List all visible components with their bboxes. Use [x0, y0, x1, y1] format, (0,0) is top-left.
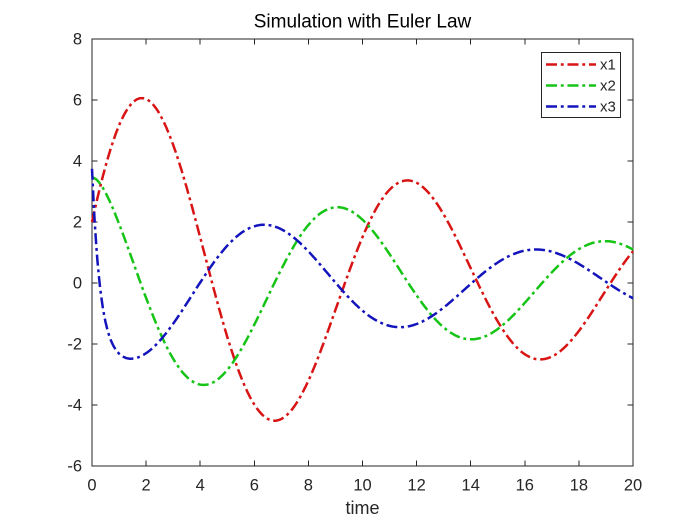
svg-text:time: time — [345, 498, 379, 518]
svg-text:2: 2 — [73, 214, 82, 232]
svg-text:x3: x3 — [600, 99, 616, 116]
svg-text:0: 0 — [73, 275, 82, 293]
svg-text:6: 6 — [73, 92, 82, 110]
svg-text:20: 20 — [624, 477, 642, 495]
svg-text:0: 0 — [87, 477, 96, 495]
svg-text:-6: -6 — [67, 458, 82, 476]
svg-text:8: 8 — [73, 31, 82, 49]
svg-text:6: 6 — [250, 477, 259, 495]
svg-text:x1: x1 — [600, 57, 616, 74]
svg-text:4: 4 — [73, 153, 82, 171]
svg-text:16: 16 — [516, 477, 534, 495]
svg-text:-2: -2 — [67, 336, 82, 354]
svg-text:4: 4 — [196, 477, 205, 495]
svg-text:12: 12 — [407, 477, 425, 495]
svg-text:18: 18 — [570, 477, 588, 495]
svg-text:-4: -4 — [67, 397, 82, 415]
svg-text:10: 10 — [353, 477, 371, 495]
svg-text:14: 14 — [462, 477, 480, 495]
svg-text:x2: x2 — [600, 78, 616, 95]
svg-text:8: 8 — [304, 477, 313, 495]
svg-text:2: 2 — [142, 477, 151, 495]
svg-text:Simulation with Euler Law: Simulation with Euler Law — [254, 12, 472, 33]
